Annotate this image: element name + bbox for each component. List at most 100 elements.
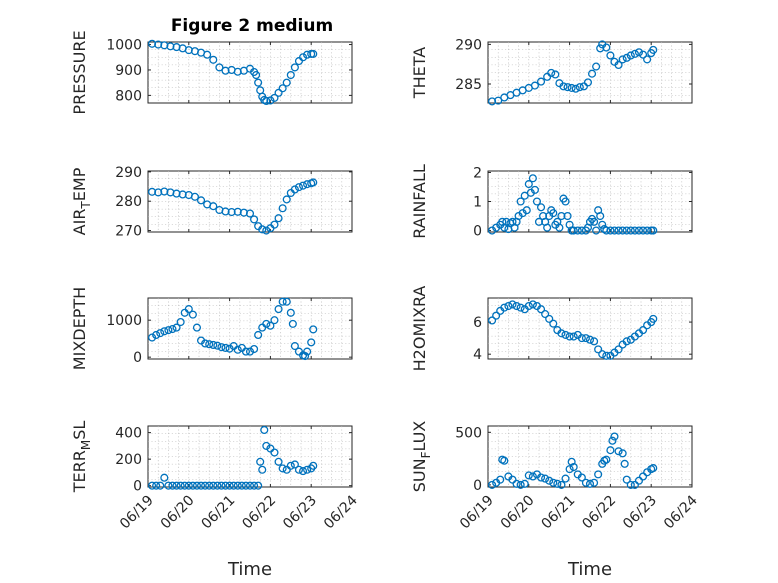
data-point xyxy=(583,78,593,87)
y-axis-label: THETA xyxy=(410,47,429,99)
x-tick-label: 06/21 xyxy=(199,493,239,533)
data-point xyxy=(168,481,177,490)
data-point xyxy=(250,344,259,354)
data-point xyxy=(614,226,623,235)
data-point xyxy=(598,350,607,359)
data-point xyxy=(563,83,572,92)
data-point xyxy=(602,226,611,235)
data-point xyxy=(196,196,206,205)
x-tick-label: 06/24 xyxy=(661,492,701,532)
data-point xyxy=(596,211,605,221)
data-point xyxy=(245,347,255,356)
x-tick-label: 06/19 xyxy=(117,493,157,533)
data-point xyxy=(274,457,283,466)
x-tick-label: 06/20 xyxy=(498,493,538,533)
data-point xyxy=(534,217,544,226)
data-point xyxy=(282,297,291,306)
data-point xyxy=(581,478,590,487)
data-point xyxy=(250,481,259,490)
grid-lines xyxy=(148,298,352,359)
grid-lines xyxy=(488,42,692,103)
data-point xyxy=(536,473,546,482)
y-axis-label: PRESSURE xyxy=(70,30,89,114)
subplot-1: 800 900 1000 PRESSURE xyxy=(70,30,353,115)
y-tick-label: 900 xyxy=(115,63,142,79)
data-point xyxy=(290,63,299,72)
data-point xyxy=(254,481,263,490)
data-point xyxy=(309,49,318,58)
data-point xyxy=(488,316,497,325)
data-point xyxy=(290,460,299,469)
data-point xyxy=(266,96,275,105)
data-point xyxy=(610,432,619,441)
data-point xyxy=(626,480,635,489)
data-point xyxy=(561,474,570,483)
data-point xyxy=(569,332,578,341)
x-axis-label: Time xyxy=(567,559,612,580)
data-point xyxy=(512,479,521,488)
data-point xyxy=(630,226,639,235)
y-tick-label: 1000 xyxy=(106,313,142,329)
data-point xyxy=(209,481,218,490)
data-point xyxy=(180,481,189,490)
data-point xyxy=(294,465,304,474)
data-point xyxy=(152,481,161,490)
data-point xyxy=(602,351,611,360)
data-point xyxy=(577,334,586,343)
data-point xyxy=(557,480,566,489)
data-point xyxy=(622,337,631,346)
data-point xyxy=(649,314,658,323)
data-point xyxy=(266,321,275,330)
data-point xyxy=(638,326,648,335)
data-point xyxy=(516,303,525,312)
data-point xyxy=(274,214,283,223)
grid-lines xyxy=(488,171,692,232)
data-point xyxy=(643,55,652,64)
data-point xyxy=(298,53,308,62)
data-point xyxy=(176,481,185,490)
data-point xyxy=(634,476,644,485)
data-point xyxy=(622,53,631,62)
data-point xyxy=(598,220,607,229)
y-tick-label: 0 xyxy=(133,479,142,495)
data-point xyxy=(256,457,265,466)
data-series xyxy=(148,39,318,106)
data-point xyxy=(590,337,599,346)
data-point xyxy=(278,84,287,93)
data-point xyxy=(553,479,562,488)
data-point xyxy=(592,62,601,71)
data-point xyxy=(569,462,578,472)
data-point xyxy=(543,223,552,232)
data-point xyxy=(500,303,509,312)
x-tick-label: 06/21 xyxy=(539,493,579,533)
data-point xyxy=(561,330,570,339)
data-point xyxy=(536,77,546,86)
data-point xyxy=(309,461,318,470)
data-point xyxy=(563,211,572,221)
data-series xyxy=(148,425,318,490)
subplot-8: 06/19 06/20 06/21 06/22 06/23 06/24 0 500 SUNFLU… xyxy=(410,421,701,580)
data-point xyxy=(530,81,539,90)
data-point xyxy=(618,226,627,235)
data-point xyxy=(545,314,554,323)
data-point xyxy=(298,181,308,190)
data-point xyxy=(567,83,576,92)
data-point xyxy=(301,351,310,361)
data-point xyxy=(492,311,501,320)
grid-lines xyxy=(148,426,352,487)
data-point xyxy=(541,310,550,319)
data-point xyxy=(188,310,197,319)
y-tick-label: 290 xyxy=(115,165,142,181)
data-point xyxy=(286,70,295,80)
y-tick-label: 200 xyxy=(115,452,142,468)
y-tick-label: 500 xyxy=(455,425,482,441)
data-point xyxy=(172,481,181,490)
data-point xyxy=(282,78,291,87)
data-point xyxy=(594,470,603,479)
data-point xyxy=(290,342,299,351)
x-axis-label: Time xyxy=(227,559,272,580)
data-point xyxy=(512,301,521,311)
data-point xyxy=(176,317,185,327)
